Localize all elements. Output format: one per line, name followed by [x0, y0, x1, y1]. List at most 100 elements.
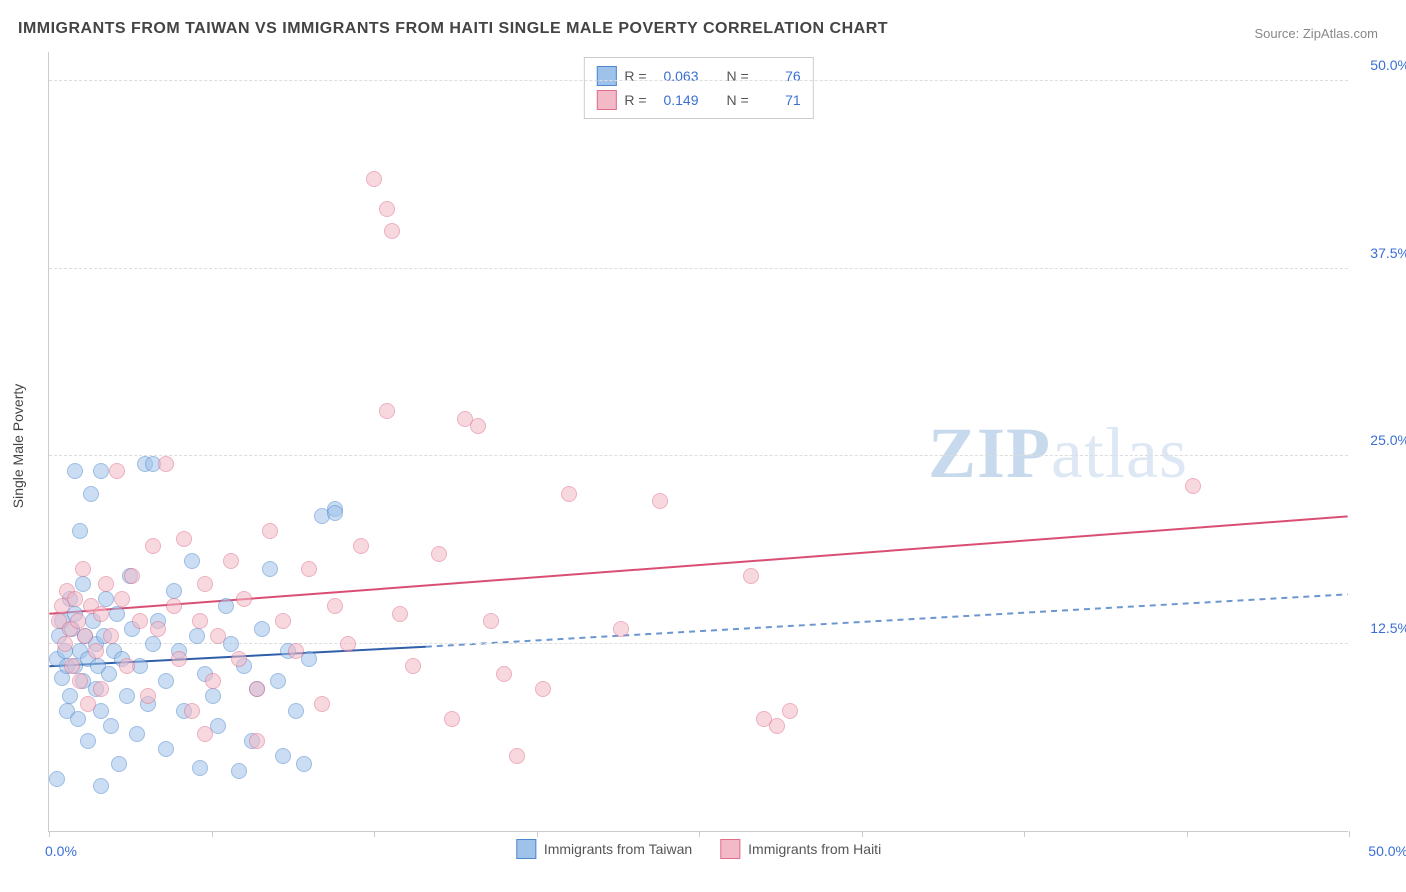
- n-label: N =: [727, 68, 749, 84]
- data-point: [80, 696, 96, 712]
- data-point: [93, 463, 109, 479]
- data-point: [101, 666, 117, 682]
- r-label: R =: [624, 68, 646, 84]
- data-point: [275, 613, 291, 629]
- y-tick-label: 37.5%: [1354, 245, 1406, 261]
- source-attribution: Source: ZipAtlas.com: [1254, 26, 1378, 41]
- x-tick: [212, 831, 213, 837]
- x-axis-max-label: 50.0%: [1352, 843, 1406, 859]
- legend-item-taiwan: Immigrants from Taiwan: [516, 839, 692, 859]
- data-point: [192, 613, 208, 629]
- data-point: [470, 418, 486, 434]
- data-point: [114, 591, 130, 607]
- data-point: [384, 223, 400, 239]
- data-point: [129, 726, 145, 742]
- gridline: [49, 455, 1348, 456]
- data-point: [93, 606, 109, 622]
- series-legend: Immigrants from Taiwan Immigrants from H…: [516, 839, 881, 859]
- data-point: [72, 523, 88, 539]
- data-point: [98, 576, 114, 592]
- data-point: [103, 628, 119, 644]
- data-point: [262, 523, 278, 539]
- data-point: [236, 591, 252, 607]
- data-point: [150, 621, 166, 637]
- data-point: [111, 756, 127, 772]
- data-point: [1185, 478, 1201, 494]
- x-tick: [699, 831, 700, 837]
- x-tick: [1024, 831, 1025, 837]
- data-point: [189, 628, 205, 644]
- data-point: [93, 778, 109, 794]
- data-point: [366, 171, 382, 187]
- regression-lines: [49, 52, 1348, 831]
- y-axis-label: Single Male Poverty: [10, 384, 26, 509]
- data-point: [483, 613, 499, 629]
- data-point: [197, 576, 213, 592]
- data-point: [145, 538, 161, 554]
- data-point: [197, 726, 213, 742]
- data-point: [158, 673, 174, 689]
- stats-row-haiti: R = 0.149 N = 71: [596, 88, 800, 112]
- data-point: [613, 621, 629, 637]
- data-point: [64, 658, 80, 674]
- data-point: [296, 756, 312, 772]
- gridline: [49, 643, 1348, 644]
- x-axis-min-label: 0.0%: [45, 843, 77, 859]
- data-point: [231, 763, 247, 779]
- data-point: [171, 651, 187, 667]
- data-point: [249, 681, 265, 697]
- x-tick: [862, 831, 863, 837]
- data-point: [249, 733, 265, 749]
- data-point: [140, 688, 156, 704]
- data-point: [158, 456, 174, 472]
- data-point: [109, 606, 125, 622]
- data-point: [166, 583, 182, 599]
- data-point: [270, 673, 286, 689]
- data-point: [75, 576, 91, 592]
- legend-label-haiti: Immigrants from Haiti: [748, 841, 881, 857]
- data-point: [535, 681, 551, 697]
- data-point: [119, 688, 135, 704]
- r-value-haiti: 0.149: [655, 92, 699, 108]
- data-point: [782, 703, 798, 719]
- stats-legend: R = 0.063 N = 76 R = 0.149 N = 71: [583, 57, 813, 119]
- data-point: [109, 463, 125, 479]
- data-point: [392, 606, 408, 622]
- data-point: [327, 598, 343, 614]
- r-label: R =: [624, 92, 646, 108]
- data-point: [57, 636, 73, 652]
- legend-label-taiwan: Immigrants from Taiwan: [544, 841, 692, 857]
- data-point: [288, 703, 304, 719]
- data-point: [67, 463, 83, 479]
- y-tick-label: 12.5%: [1354, 620, 1406, 636]
- gridline: [49, 80, 1348, 81]
- data-point: [405, 658, 421, 674]
- data-point: [67, 591, 83, 607]
- plot-area: ZIPatlas R = 0.063 N = 76 R = 0.149 N = …: [48, 52, 1348, 832]
- data-point: [88, 643, 104, 659]
- n-value-haiti: 71: [757, 92, 801, 108]
- data-point: [275, 748, 291, 764]
- x-tick: [537, 831, 538, 837]
- data-point: [288, 643, 304, 659]
- data-point: [262, 561, 278, 577]
- data-point: [496, 666, 512, 682]
- data-point: [166, 598, 182, 614]
- watermark: ZIPatlas: [928, 412, 1188, 495]
- x-tick: [49, 831, 50, 837]
- data-point: [314, 696, 330, 712]
- data-point: [218, 598, 234, 614]
- data-point: [743, 568, 759, 584]
- y-tick-label: 50.0%: [1354, 57, 1406, 73]
- data-point: [70, 613, 86, 629]
- data-point: [353, 538, 369, 554]
- r-value-taiwan: 0.063: [655, 68, 699, 84]
- data-point: [652, 493, 668, 509]
- stats-row-taiwan: R = 0.063 N = 76: [596, 64, 800, 88]
- data-point: [231, 651, 247, 667]
- swatch-haiti: [720, 839, 740, 859]
- x-tick: [1349, 831, 1350, 837]
- data-point: [119, 658, 135, 674]
- data-point: [254, 621, 270, 637]
- data-point: [210, 628, 226, 644]
